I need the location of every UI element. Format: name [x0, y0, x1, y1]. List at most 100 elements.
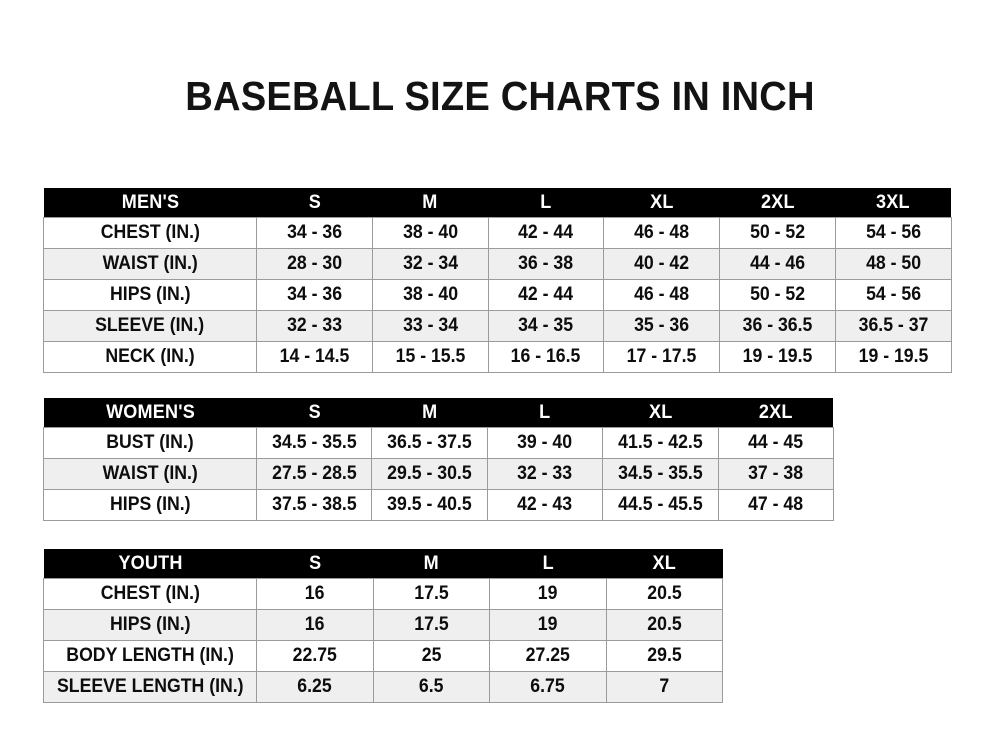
measurement-value-text: 16 - 16.5: [511, 346, 581, 367]
table-row: HIPS (IN.) 34 - 36 38 - 40 42 - 44 46 - 48 50…: [43, 279, 952, 311]
womens-size-header-s: S: [259, 398, 370, 428]
youth-size-header-xl: XL: [608, 549, 720, 579]
womens-size-header-2xl: 2XL: [720, 398, 831, 428]
measurement-value-text: 35 - 36: [634, 315, 690, 336]
measurement-value-text: 29.5 - 30.5: [387, 463, 472, 484]
table-row: SLEEVE (IN.) 32 - 33 33 - 34 34 - 35 35 - 36…: [43, 310, 952, 342]
measurement-value-text: 39 - 40: [517, 432, 573, 453]
measurement-value-text: 32 - 33: [517, 463, 573, 484]
measurement-value-text: 40 - 42: [634, 253, 690, 274]
measurement-value-text: 16: [304, 583, 325, 604]
measurement-label-text: SLEEVE LENGTH (IN.): [56, 676, 244, 697]
youth-size-header-m: M: [375, 549, 487, 579]
page-title: BASEBALL SIZE CHARTS IN INCH: [185, 73, 815, 119]
mens-size-chart: MEN'S S M L XL 2XL 3XL CHEST (IN.) 34 - 36 38 - 4…: [43, 188, 952, 373]
measurement-value-text: 46 - 48: [634, 222, 690, 243]
mens-table: MEN'S S M L XL 2XL 3XL CHEST (IN.) 34 - 36 38 - 4…: [43, 188, 952, 373]
measurement-value: 36.5 - 37: [834, 310, 952, 342]
mens-category-label: MEN'S: [48, 188, 252, 218]
measurement-value-text: 34.5 - 35.5: [618, 463, 703, 484]
measurement-value-text: 34 - 36: [286, 284, 342, 305]
measurement-label-text: HIPS (IN.): [109, 614, 191, 635]
measurement-label-text: NECK (IN.): [105, 346, 195, 367]
table-row: HIPS (IN.) 37.5 - 38.5 39.5 - 40.5 42 - 43 4…: [43, 489, 834, 521]
mens-measurement-label: WAIST (IN.): [43, 248, 257, 280]
table-row: CHEST (IN.) 34 - 36 38 - 40 42 - 44 46 - 48 5…: [43, 217, 952, 249]
youth-measurement-label: CHEST (IN.): [43, 578, 257, 610]
measurement-value-text: 6.5: [418, 676, 444, 697]
measurement-label-text: HIPS (IN.): [109, 494, 191, 515]
mens-size-header-3xl: 3XL: [838, 188, 949, 218]
table-row: SLEEVE LENGTH (IN.) 6.25 6.5 6.75 7: [43, 671, 723, 703]
measurement-value: 42 - 44: [487, 217, 605, 249]
mens-size-header-s: S: [259, 188, 370, 218]
measurement-label-text: CHEST (IN.): [100, 583, 200, 604]
measurement-value: 27.25: [489, 640, 607, 672]
table-row: HIPS (IN.) 16 17.5 19 20.5: [43, 609, 723, 641]
measurement-value-text: 36.5 - 37: [858, 315, 929, 336]
measurement-value: 17.5: [372, 609, 490, 641]
measurement-value-text: 34 - 35: [518, 315, 574, 336]
measurement-value-text: 44.5 - 45.5: [618, 494, 703, 515]
measurement-value-text: 32 - 33: [286, 315, 342, 336]
measurement-value: 34.5 - 35.5: [602, 458, 719, 490]
measurement-value-text: 54 - 56: [865, 222, 921, 243]
measurement-value-text: 29.5: [647, 645, 682, 666]
measurement-value-text: 17.5: [414, 583, 449, 604]
measurement-value-text: 17 - 17.5: [626, 346, 697, 367]
youth-size-header-l: L: [492, 549, 604, 579]
measurement-value-text: 38 - 40: [402, 222, 458, 243]
measurement-value-text: 47 - 48: [748, 494, 804, 515]
youth-header-row: YOUTH S M L XL: [43, 549, 723, 579]
measurement-value: 54 - 56: [834, 279, 952, 311]
measurement-value: 54 - 56: [834, 217, 952, 249]
measurement-value: 20.5: [605, 609, 723, 641]
measurement-value-text: 15 - 15.5: [395, 346, 466, 367]
measurement-label-text: HIPS (IN.): [109, 284, 191, 305]
measurement-value: 34 - 36: [256, 217, 373, 249]
measurement-value: 35 - 36: [603, 310, 721, 342]
measurement-value: 6.5: [372, 671, 490, 703]
measurement-value: 44 - 45: [717, 427, 834, 459]
womens-measurement-label: BUST (IN.): [43, 427, 257, 459]
measurement-value-text: 39.5 - 40.5: [387, 494, 472, 515]
measurement-value: 17 - 17.5: [603, 341, 721, 373]
measurement-value: 25: [372, 640, 490, 672]
measurement-label-text: WAIST (IN.): [102, 253, 198, 274]
measurement-value: 16: [256, 578, 374, 610]
measurement-value: 33 - 34: [371, 310, 489, 342]
measurement-label-text: BODY LENGTH (IN.): [66, 645, 234, 666]
mens-size-header-m: M: [375, 188, 486, 218]
measurement-label-text: BUST (IN.): [106, 432, 194, 453]
womens-measurement-label: HIPS (IN.): [43, 489, 257, 521]
measurement-value: 44 - 46: [719, 248, 836, 280]
measurement-value-text: 37 - 38: [748, 463, 804, 484]
measurement-value-text: 36.5 - 37.5: [387, 432, 472, 453]
measurement-value: 14 - 14.5: [256, 341, 373, 373]
measurement-value: 36.5 - 37.5: [371, 427, 488, 459]
measurement-label-text: CHEST (IN.): [100, 222, 200, 243]
youth-size-chart: YOUTH S M L XL CHEST (IN.) 16 17.5 19 20.5 HIPS (I…: [43, 549, 723, 703]
measurement-value: 50 - 52: [719, 279, 836, 311]
measurement-value: 32 - 33: [256, 310, 373, 342]
womens-size-header-l: L: [490, 398, 600, 428]
measurement-value: 44.5 - 45.5: [602, 489, 719, 521]
measurement-value-text: 14 - 14.5: [279, 346, 350, 367]
measurement-value: 47 - 48: [717, 489, 834, 521]
youth-table: YOUTH S M L XL CHEST (IN.) 16 17.5 19 20.5 HIPS (I…: [43, 549, 723, 703]
measurement-value: 37 - 38: [717, 458, 834, 490]
measurement-value-text: 34 - 36: [286, 222, 342, 243]
measurement-value: 42 - 44: [487, 279, 605, 311]
measurement-value-text: 33 - 34: [402, 315, 458, 336]
measurement-value: 38 - 40: [371, 217, 489, 249]
measurement-value: 6.25: [256, 671, 374, 703]
measurement-value: 29.5 - 30.5: [371, 458, 488, 490]
measurement-value-text: 54 - 56: [865, 284, 921, 305]
measurement-value: 48 - 50: [834, 248, 952, 280]
measurement-value-text: 37.5 - 38.5: [271, 494, 357, 515]
measurement-value-text: 42 - 43: [517, 494, 573, 515]
measurement-value: 19 - 19.5: [719, 341, 836, 373]
measurement-value: 20.5: [605, 578, 723, 610]
measurement-value-text: 20.5: [647, 583, 682, 604]
measurement-value: 29.5: [605, 640, 723, 672]
